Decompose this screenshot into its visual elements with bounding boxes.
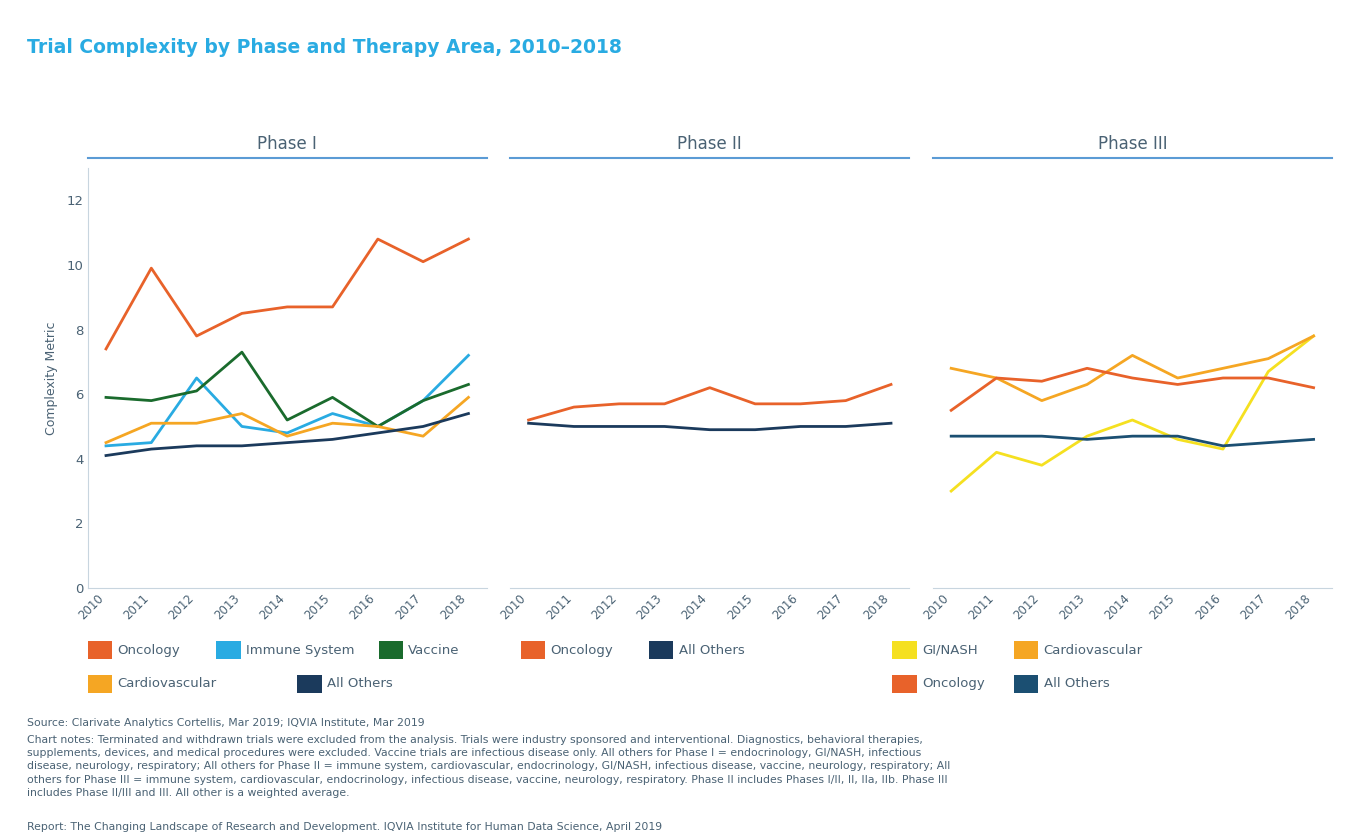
Text: Immune System: Immune System [246,643,354,657]
Text: Cardiovascular: Cardiovascular [1044,643,1142,657]
Text: Oncology: Oncology [922,677,984,690]
Text: Chart notes: Terminated and withdrawn trials were excluded from the analysis. Tr: Chart notes: Terminated and withdrawn tr… [27,735,950,798]
Text: Source: Clarivate Analytics Cortellis, Mar 2019; IQVIA Institute, Mar 2019: Source: Clarivate Analytics Cortellis, M… [27,718,425,728]
Text: Trial Complexity by Phase and Therapy Area, 2010–2018: Trial Complexity by Phase and Therapy Ar… [27,38,622,57]
Text: Oncology: Oncology [550,643,612,657]
Text: GI/NASH: GI/NASH [922,643,977,657]
Y-axis label: Complexity Metric: Complexity Metric [46,321,58,435]
Title: Phase II: Phase II [677,134,742,153]
Title: Phase I: Phase I [257,134,318,153]
Text: Report: The Changing Landscape of Research and Development. IQVIA Institute for : Report: The Changing Landscape of Resear… [27,822,662,832]
Text: Oncology: Oncology [118,643,180,657]
Text: All Others: All Others [1044,677,1110,690]
Text: All Others: All Others [327,677,393,690]
Title: Phase III: Phase III [1098,134,1167,153]
Text: Vaccine: Vaccine [408,643,460,657]
Text: All Others: All Others [679,643,745,657]
Text: Cardiovascular: Cardiovascular [118,677,216,690]
